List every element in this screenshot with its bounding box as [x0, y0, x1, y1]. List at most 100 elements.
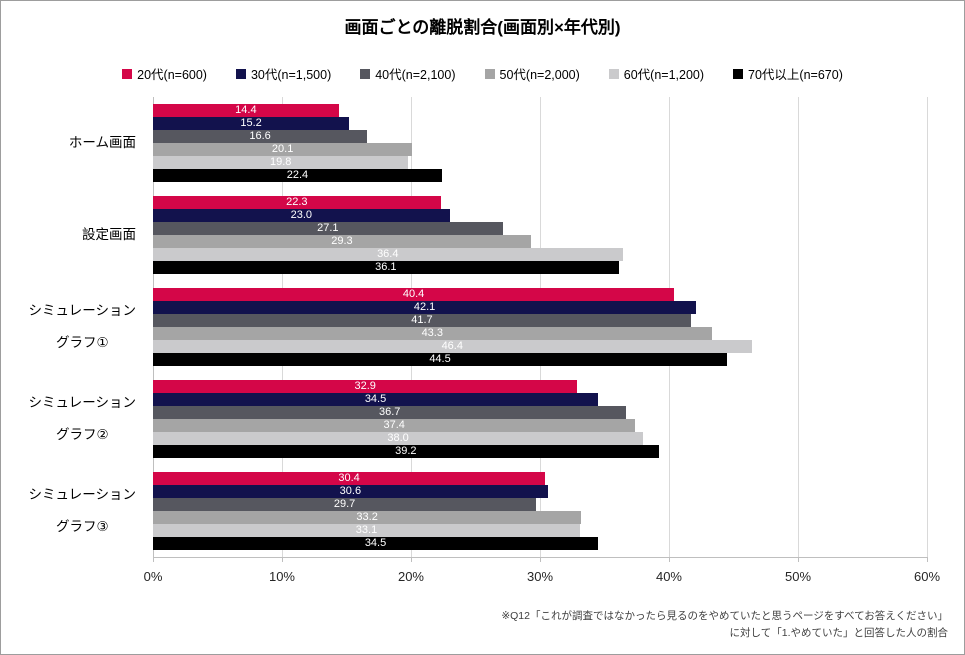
bar-group-3: 32.9 34.5 36.7 37.4 38.0 39.2 — [153, 373, 927, 465]
legend-swatch-icon — [235, 68, 246, 79]
bar: 37.4 — [153, 419, 636, 432]
bar-value-label: 29.7 — [333, 498, 356, 510]
category-label-0: ホーム画面 — [1, 97, 153, 189]
legend-item-4: 60代(n=1,200) — [608, 64, 705, 83]
category-label-text: シミュレーション グラフ① — [28, 303, 136, 350]
category-label-text: ホーム画面 — [68, 135, 136, 150]
bar-value-label: 27.1 — [317, 222, 339, 234]
legend-item-2: 40代(n=2,100) — [360, 64, 456, 83]
bar-value-label: 32.9 — [354, 380, 376, 392]
bar: 20.1 — [153, 143, 413, 156]
bar-value-label: 19.8 — [269, 156, 292, 168]
category-label-2: シミュレーション グラフ① — [1, 281, 153, 373]
footnote: ※Q12「これが調査ではなかったら見るのをやめていたと思うページをすべてお答えく… — [501, 608, 948, 642]
bar: 33.1 — [153, 524, 580, 537]
bar-value-label: 44.5 — [429, 353, 451, 365]
bar: 29.3 — [153, 235, 531, 248]
bar-value-label: 43.3 — [421, 327, 443, 339]
category-label-text: 設定画面 — [82, 227, 136, 242]
bar: 41.7 — [153, 314, 691, 327]
footnote-line-1: ※Q12「これが調査ではなかったら見るのをやめていたと思うページをすべてお答えく… — [501, 610, 948, 622]
legend-item-5: 70代以上(n=670) — [733, 64, 843, 83]
bar: 22.3 — [153, 196, 441, 209]
x-axis-tick — [927, 557, 928, 562]
bar: 34.5 — [153, 393, 599, 406]
bar-value-label: 46.4 — [441, 340, 463, 352]
bar: 22.4 — [153, 169, 442, 182]
x-tick-label: 10% — [268, 569, 295, 584]
plot-area: 14.4 15.2 16.6 20.1 19.8 22.4 22.3 23.0 27.1 29.3… — [153, 97, 928, 557]
bar: 40.4 — [153, 288, 675, 301]
bar-group-0: 14.4 15.2 16.6 20.1 19.8 22.4 — [153, 97, 927, 189]
bar: 29.7 — [153, 498, 537, 511]
bar-value-label: 34.5 — [364, 537, 387, 549]
bar-value-label: 14.4 — [235, 104, 257, 116]
bar: 23.0 — [153, 209, 450, 222]
bar: 32.9 — [153, 380, 578, 393]
bar-group-2: 40.4 42.1 41.7 43.3 46.4 44.5 — [153, 281, 927, 373]
legend-item-0: 20代(n=600) — [122, 64, 207, 83]
bar-group-4: 30.4 30.6 29.7 33.2 33.1 34.5 — [153, 465, 927, 557]
footnote-line-2: に対して「1.やめていた」と回答した人の割合 — [729, 627, 948, 639]
bar: 38.0 — [153, 432, 644, 445]
bar-value-label: 33.1 — [355, 524, 378, 536]
legend-item-1: 30代(n=1,500) — [235, 64, 332, 83]
bar-value-label: 34.5 — [364, 393, 387, 405]
category-label-3: シミュレーション グラフ② — [1, 373, 153, 465]
bar-groups: 14.4 15.2 16.6 20.1 19.8 22.4 22.3 23.0 27.1 29.3… — [153, 97, 927, 557]
legend-label: 20代(n=600) — [137, 68, 207, 82]
bar-value-label: 30.4 — [338, 472, 360, 484]
bar-value-label: 36.7 — [379, 406, 401, 418]
bar: 43.3 — [153, 327, 712, 340]
bar-value-label: 36.1 — [375, 261, 397, 273]
bar: 16.6 — [153, 130, 368, 143]
bar-value-label: 30.6 — [339, 485, 362, 497]
legend-item-3: 50代(n=2,000) — [484, 64, 580, 83]
bar: 14.4 — [153, 104, 339, 117]
bar: 19.8 — [153, 156, 409, 169]
gridline — [927, 97, 928, 557]
bar-value-label: 38.0 — [387, 432, 409, 444]
legend-label: 60代(n=1,200) — [623, 68, 705, 82]
x-axis-tick — [282, 557, 283, 562]
bar-value-label: 22.4 — [286, 169, 309, 181]
bar: 44.5 — [153, 353, 728, 366]
legend: 20代(n=600) 30代(n=1,500) 40代(n=2,100) 50代(n=… — [1, 64, 964, 83]
bar-value-label: 15.2 — [240, 117, 262, 129]
bar: 34.5 — [153, 537, 599, 550]
x-axis-tick — [540, 557, 541, 562]
x-tick-label: 20% — [397, 569, 424, 584]
legend-label: 30代(n=1,500) — [250, 68, 332, 82]
bar-value-label: 36.4 — [377, 248, 399, 260]
bar: 30.6 — [153, 485, 548, 498]
bar: 30.4 — [153, 472, 546, 485]
x-axis-tick — [411, 557, 412, 562]
bar-group-1: 22.3 23.0 27.1 29.3 36.4 36.1 — [153, 189, 927, 281]
x-axis-tick — [669, 557, 670, 562]
category-axis: ホーム画面設定画面シミュレーション グラフ① シミュレーション グラフ② シミュレーショ… — [1, 97, 153, 557]
legend-swatch-icon — [122, 68, 133, 79]
x-tick-label: 0% — [143, 569, 163, 584]
bar: 46.4 — [153, 340, 752, 353]
category-label-text: シミュレーション グラフ② — [28, 395, 136, 442]
chart-title: 画面ごとの離脱割合(画面別×年代別) — [344, 18, 621, 37]
bar: 36.1 — [153, 261, 619, 274]
bar-value-label: 23.0 — [290, 209, 313, 221]
bar-value-label: 16.6 — [249, 130, 271, 142]
x-axis-tick — [153, 557, 154, 562]
bar-value-label: 29.3 — [331, 235, 353, 247]
legend-label: 70代以上(n=670) — [748, 68, 843, 82]
bar: 42.1 — [153, 301, 697, 314]
bar-value-label: 22.3 — [286, 196, 308, 208]
legend-swatch-icon — [484, 68, 495, 79]
x-tick-label: 40% — [655, 569, 682, 584]
category-label-text: シミュレーション グラフ③ — [28, 487, 136, 534]
bar: 33.2 — [153, 511, 582, 524]
bar: 36.4 — [153, 248, 623, 261]
x-tick-label: 30% — [526, 569, 554, 584]
legend-swatch-icon — [360, 68, 371, 79]
bar: 27.1 — [153, 222, 503, 235]
legend-label: 50代(n=2,000) — [499, 68, 580, 82]
legend-swatch-icon — [733, 68, 744, 79]
